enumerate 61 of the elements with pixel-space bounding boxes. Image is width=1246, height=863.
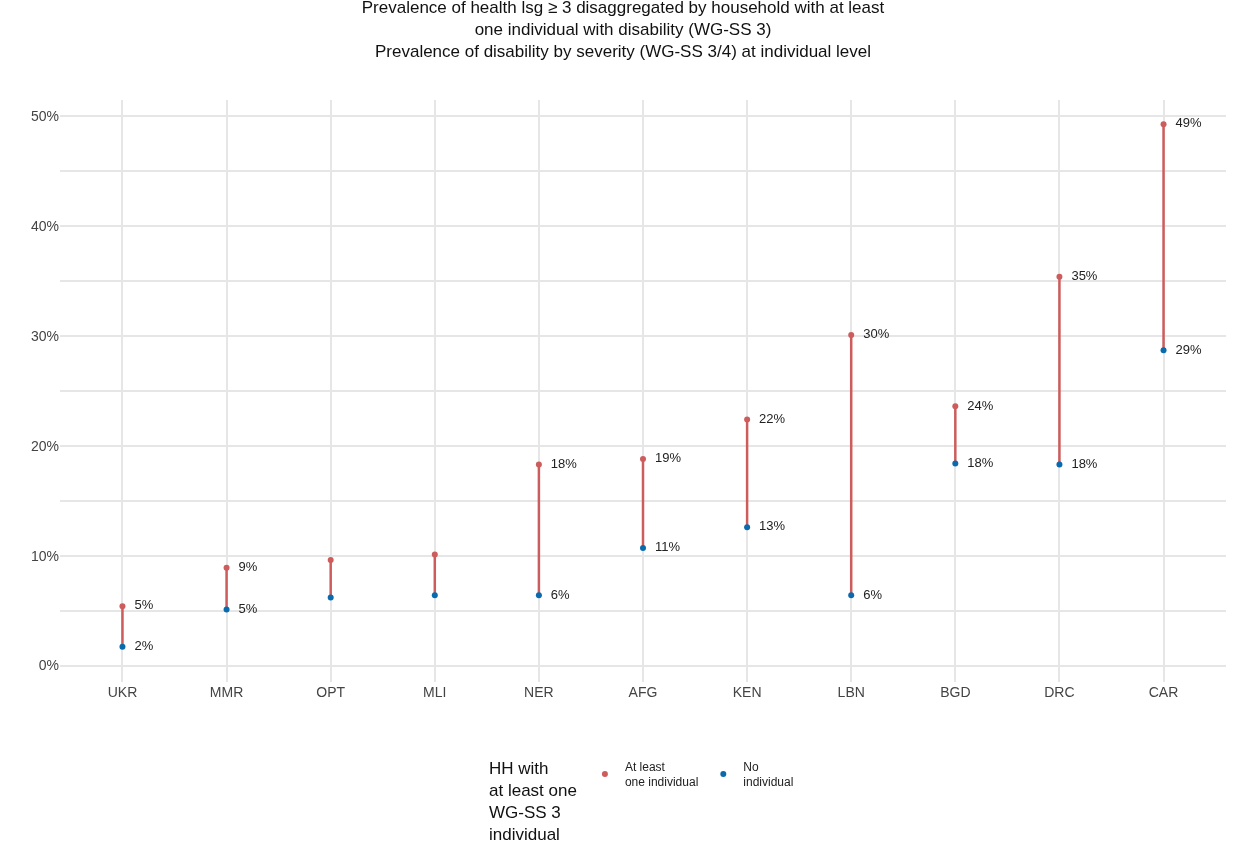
legend-label: No individual	[743, 759, 794, 790]
legend-label: At least one individual	[624, 759, 699, 790]
point	[848, 332, 855, 338]
y-tick-label: 50%	[30, 108, 59, 125]
point	[327, 594, 334, 601]
data-label: 49%	[1168, 115, 1202, 131]
point	[640, 456, 646, 463]
data-label: 18%	[1064, 455, 1098, 471]
y-tick-label: 40%	[30, 218, 59, 235]
data-label: 22%	[751, 410, 786, 426]
data-label: 24%	[960, 397, 994, 413]
data-label: 18%	[543, 455, 578, 471]
x-tick-label: LBN	[837, 684, 865, 700]
data-label: 6%	[855, 586, 883, 602]
data-label: 5%	[127, 597, 154, 613]
data-label: 2%	[127, 638, 154, 654]
point	[1160, 347, 1167, 354]
data-label: 35%	[1064, 268, 1098, 284]
chart-title: Prevalence of health lsg ≥ 3 disaggregated by household with at least one individual with disability (WG-SS 3) Prevalence of disability by severity (WG-SS 3/4) at individual level	[361, 0, 885, 62]
legend-title: HH with at least one WG-SS 3 individual	[489, 758, 577, 845]
data-label: 18%	[960, 454, 994, 470]
data-label: 30%	[855, 326, 890, 342]
x-tick-label: UKR	[107, 684, 138, 700]
point	[744, 524, 751, 531]
point	[848, 592, 855, 599]
point	[535, 461, 542, 468]
data-label: 6%	[543, 586, 571, 602]
point	[223, 564, 230, 571]
x-tick-label: MMR	[209, 684, 244, 700]
point	[431, 551, 438, 558]
y-tick-label: 20%	[30, 437, 59, 454]
point	[952, 403, 959, 410]
point	[327, 557, 334, 564]
x-tick-label: AFG	[628, 684, 658, 700]
point	[431, 592, 438, 599]
point	[1056, 273, 1063, 280]
point	[119, 603, 126, 610]
x-tick-label: DRC	[1044, 684, 1075, 700]
x-tick-label: NER	[524, 684, 554, 700]
y-tick-label: 10%	[30, 547, 59, 564]
data-label: 19%	[647, 450, 682, 466]
data-label: 9%	[231, 559, 258, 575]
data-label: 5%	[231, 600, 258, 616]
point	[952, 460, 959, 467]
point	[223, 606, 230, 613]
y-tick-label: 0%	[38, 657, 59, 674]
x-tick-label: BGD	[940, 684, 971, 700]
point	[1160, 121, 1167, 128]
data-label: 11%	[647, 539, 681, 555]
point	[744, 416, 751, 423]
y-tick-label: 30%	[30, 327, 59, 344]
point	[535, 592, 542, 599]
x-tick-label: CAR	[1148, 684, 1179, 700]
x-tick-label: OPT	[316, 684, 346, 700]
point	[640, 545, 646, 552]
point	[1056, 461, 1063, 468]
data-label: 13%	[751, 518, 786, 534]
data-label: 29%	[1168, 341, 1202, 357]
point	[119, 643, 126, 650]
x-tick-label: MLI	[423, 684, 447, 700]
x-tick-label: KEN	[732, 684, 762, 700]
